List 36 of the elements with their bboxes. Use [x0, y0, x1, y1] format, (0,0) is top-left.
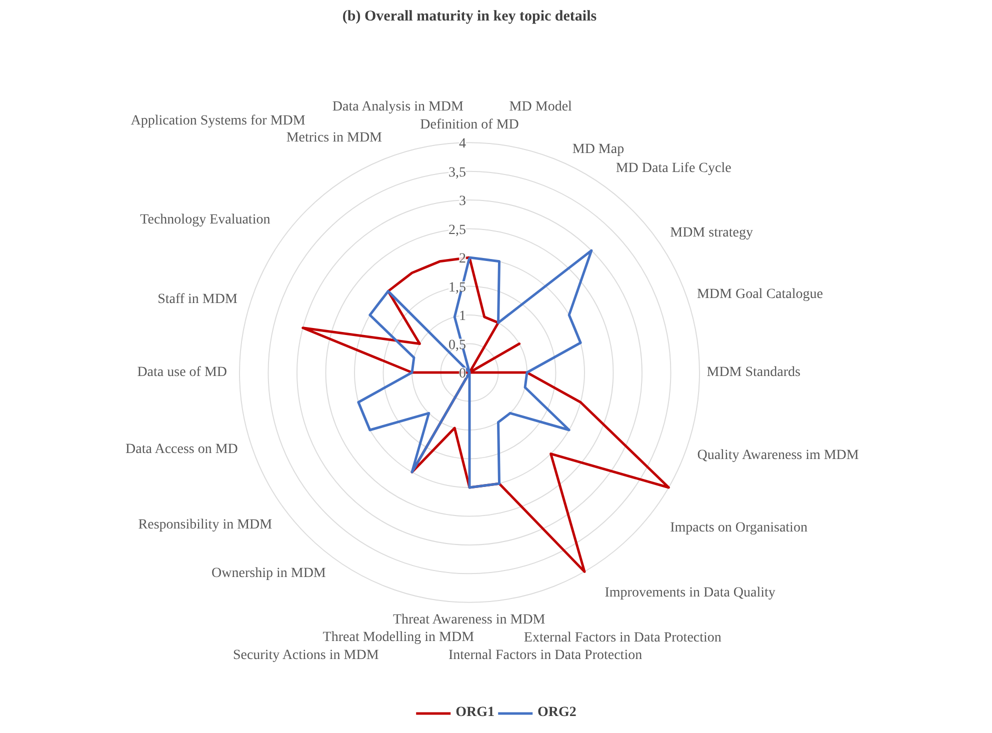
spoke-label: MDM strategy [670, 225, 753, 240]
chart-title: (b) Overall maturity in key topic details [342, 8, 597, 24]
y-tick-label: 3 [459, 194, 466, 209]
spoke-label: MDM Goal Catalogue [696, 287, 823, 302]
y-tick-label: 0,5 [448, 338, 466, 353]
spoke-label: Internal Factors in Data Protection [448, 648, 642, 663]
spoke-label: Impacts on Organisation [670, 520, 808, 536]
y-tick-label: 4 [459, 136, 466, 152]
spoke-label: Data Analysis in MDM [332, 99, 464, 114]
spoke-label: MD Model [509, 100, 572, 115]
spoke-label: MDM Standards [706, 365, 800, 380]
y-tick-label: 2,5 [448, 222, 466, 238]
y-tick-label: 0 [459, 366, 466, 382]
spoke-label: Data use of MD [137, 365, 228, 380]
spoke-label: Definition of MD [420, 117, 519, 132]
spoke-label: Improvements in Data Quality [604, 586, 776, 601]
spoke-label: Staff in MDM [158, 292, 238, 308]
spoke-label: MD Data Life Cycle [616, 160, 732, 176]
spoke-label: Metrics in MDM [286, 130, 383, 146]
legend-label: ORG1 [456, 705, 494, 721]
spoke-label: Responsibility in MDM [138, 518, 273, 533]
spoke-label: Threat Modelling in MDM [322, 630, 475, 646]
spoke-label: Data Access on MD [126, 442, 238, 458]
legend-label: ORG2 [538, 705, 576, 721]
y-tick-label: 1 [459, 309, 466, 324]
spoke-label: Quality Awareness im MDM [697, 448, 860, 463]
y-tick-label: 1,5 [448, 280, 466, 296]
y-tick-label: 2 [459, 252, 466, 266]
y-tick-label: 3,5 [448, 165, 466, 180]
spoke-label: Ownership in MDM [212, 566, 326, 581]
spoke-label: MD Map [572, 142, 624, 158]
spoke-label: Threat Awareness in MDM [392, 612, 546, 628]
spoke-label: Security Actions in MDM [232, 648, 380, 663]
spoke-label: Technology Evaluation [140, 212, 270, 228]
spoke-label: Application Systems for MDM [130, 114, 306, 129]
spoke-label: External Factors in Data Protection [524, 630, 722, 646]
